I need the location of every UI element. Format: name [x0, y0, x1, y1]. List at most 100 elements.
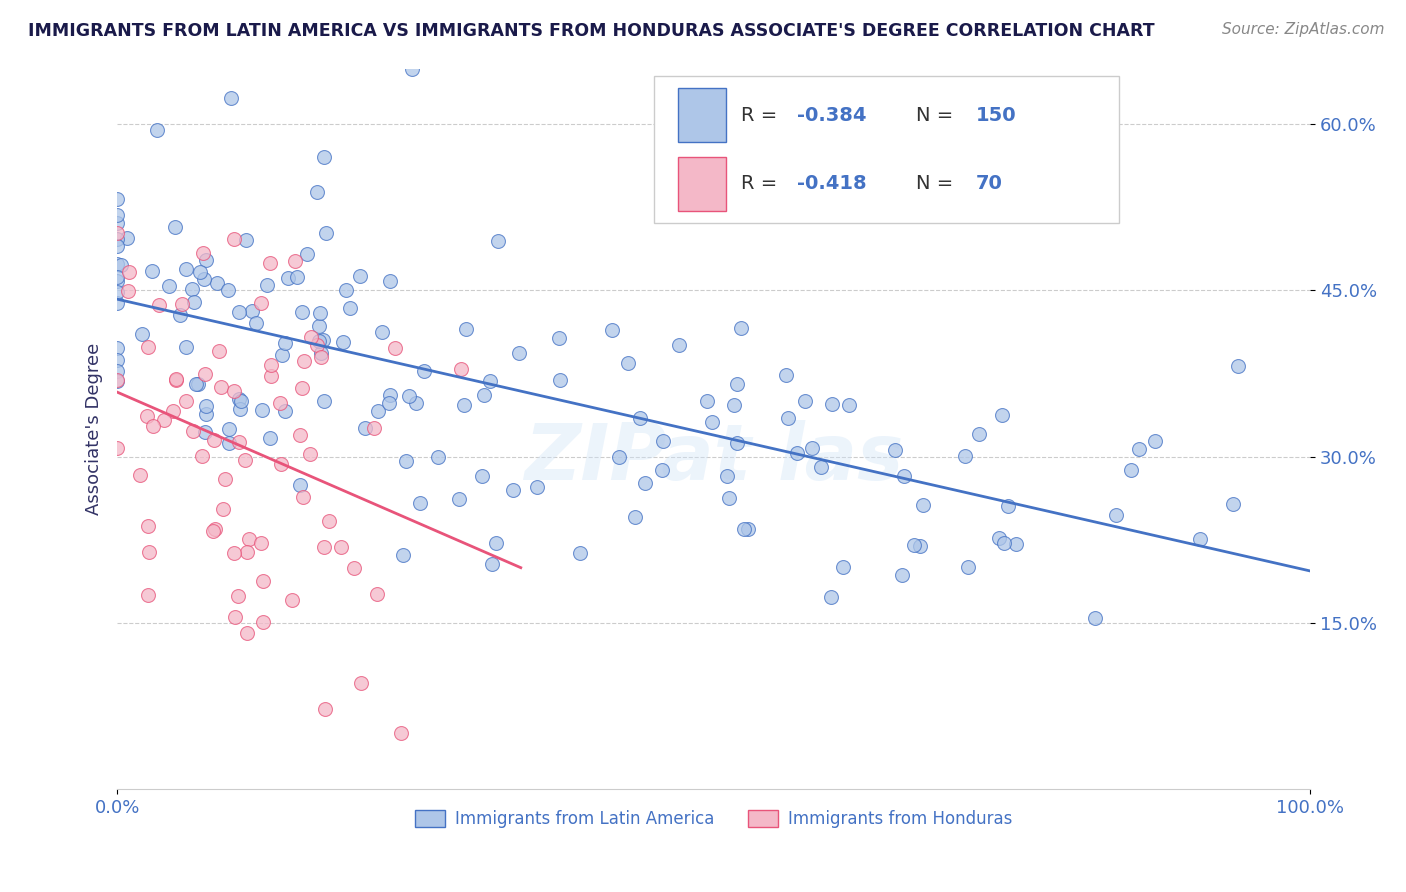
Point	[162, 403, 184, 417]
Point	[292, 354, 315, 368]
Point	[250, 535, 273, 549]
Point	[409, 496, 432, 510]
Point	[450, 362, 472, 376]
Point	[991, 408, 1014, 422]
Point	[105, 441, 128, 455]
Point	[668, 338, 690, 352]
Point	[884, 443, 907, 458]
Point	[717, 491, 740, 505]
Point	[105, 285, 128, 299]
Point	[157, 279, 180, 293]
Point	[733, 522, 755, 536]
Point	[292, 490, 315, 504]
Point	[165, 219, 187, 234]
Point	[217, 283, 239, 297]
Point	[274, 336, 297, 351]
Point	[893, 468, 915, 483]
Point	[252, 574, 274, 589]
Point	[105, 216, 128, 230]
Point	[117, 284, 139, 298]
Point	[988, 531, 1011, 545]
Point	[136, 519, 159, 533]
Point	[343, 561, 366, 575]
Text: R =: R =	[741, 106, 783, 125]
Point	[547, 331, 569, 345]
FancyBboxPatch shape	[678, 157, 725, 211]
Point	[250, 403, 273, 417]
Point	[136, 588, 159, 602]
Point	[427, 450, 450, 465]
Point	[298, 447, 321, 461]
Point	[1226, 359, 1249, 373]
Point	[148, 297, 170, 311]
Point	[308, 334, 330, 349]
Point	[284, 254, 307, 268]
Point	[270, 457, 292, 471]
Point	[363, 421, 385, 435]
Point	[291, 305, 314, 319]
Point	[617, 356, 640, 370]
Point	[256, 277, 278, 292]
Point	[252, 615, 274, 630]
Point	[290, 427, 312, 442]
Text: Source: ZipAtlas.com: Source: ZipAtlas.com	[1222, 22, 1385, 37]
Point	[186, 377, 208, 392]
Point	[1005, 537, 1028, 551]
Point	[730, 320, 752, 334]
Point	[152, 413, 174, 427]
Point	[801, 441, 824, 455]
Point	[228, 435, 250, 450]
Point	[142, 419, 165, 434]
Point	[224, 384, 246, 398]
Point	[211, 501, 233, 516]
Point	[183, 294, 205, 309]
Point	[305, 338, 328, 352]
Point	[205, 276, 228, 290]
Point	[485, 535, 508, 549]
Point	[218, 422, 240, 436]
Point	[245, 316, 267, 330]
Point	[401, 62, 423, 76]
Point	[295, 246, 318, 260]
Point	[339, 301, 361, 316]
Point	[820, 397, 842, 411]
Point	[793, 393, 815, 408]
Point	[371, 325, 394, 339]
Point	[105, 341, 128, 355]
Point	[600, 323, 623, 337]
Point	[233, 452, 256, 467]
Point	[775, 368, 797, 382]
Point	[136, 340, 159, 354]
Point	[349, 269, 371, 284]
Point	[190, 265, 212, 279]
Point	[259, 256, 281, 270]
Point	[180, 282, 202, 296]
Point	[307, 185, 329, 199]
Point	[105, 353, 128, 368]
Point	[607, 450, 630, 464]
Point	[105, 375, 128, 389]
Point	[236, 544, 259, 558]
Point	[318, 515, 340, 529]
Point	[235, 233, 257, 247]
Point	[291, 381, 314, 395]
Point	[993, 535, 1015, 549]
Point	[236, 625, 259, 640]
Point	[725, 377, 748, 392]
Point	[118, 265, 141, 279]
Point	[332, 334, 354, 349]
Point	[194, 425, 217, 440]
Point	[129, 468, 152, 483]
Point	[219, 91, 242, 105]
Point	[398, 389, 420, 403]
Point	[405, 395, 427, 409]
Point	[456, 322, 478, 336]
Point	[967, 426, 990, 441]
Point	[624, 510, 647, 524]
Text: R =: R =	[741, 174, 783, 194]
Point	[183, 424, 205, 438]
Point	[737, 522, 759, 536]
Point	[281, 592, 304, 607]
Point	[260, 358, 283, 372]
Point	[209, 380, 232, 394]
